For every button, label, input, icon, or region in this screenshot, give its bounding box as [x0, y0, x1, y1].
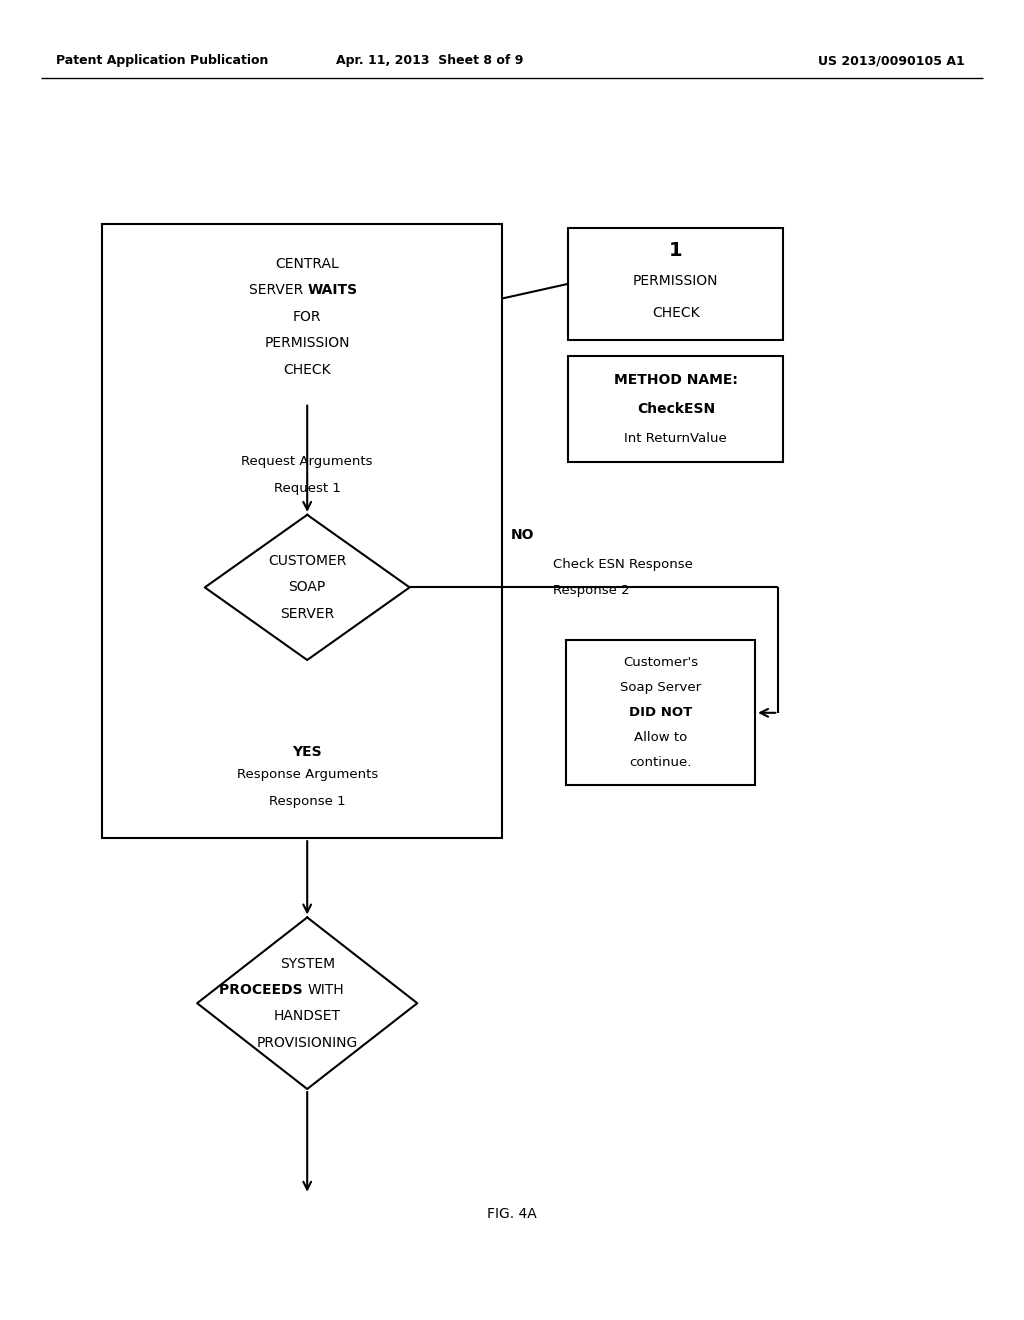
Text: NO: NO [511, 528, 534, 541]
Text: PROVISIONING: PROVISIONING [257, 1036, 357, 1049]
Text: FOR: FOR [293, 310, 322, 323]
Text: Request Arguments: Request Arguments [242, 455, 373, 469]
Bar [195, 231, 420, 403]
Text: CENTRAL: CENTRAL [275, 257, 339, 271]
Text: Customer's: Customer's [623, 656, 698, 669]
Text: Check ESN Response: Check ESN Response [553, 558, 693, 572]
Text: CHECK: CHECK [652, 306, 699, 319]
Text: CUSTOMER: CUSTOMER [268, 554, 346, 568]
Text: 1: 1 [669, 242, 683, 260]
Text: Allow to: Allow to [634, 731, 687, 744]
Text: Response 1: Response 1 [269, 795, 345, 808]
Text: Patent Application Publication: Patent Application Publication [56, 54, 268, 67]
Bar [568, 227, 783, 339]
Text: METHOD NAME:: METHOD NAME: [614, 374, 737, 387]
Text: PERMISSION: PERMISSION [633, 275, 719, 288]
Text: Response 2: Response 2 [553, 583, 630, 597]
Text: CHECK: CHECK [284, 363, 331, 376]
Text: Soap Server: Soap Server [620, 681, 701, 694]
Bar [102, 224, 502, 838]
Bar [568, 356, 783, 462]
Text: PERMISSION: PERMISSION [264, 337, 350, 350]
Text: SYSTEM: SYSTEM [280, 957, 335, 970]
Text: DID NOT: DID NOT [629, 706, 692, 719]
Bar [565, 640, 756, 785]
Text: SERVER: SERVER [281, 607, 334, 620]
Text: WAITS: WAITS [307, 284, 357, 297]
Text: US 2013/0090105 A1: US 2013/0090105 A1 [817, 54, 965, 67]
Text: WITH: WITH [307, 983, 344, 997]
Text: continue.: continue. [630, 756, 691, 770]
Text: Apr. 11, 2013  Sheet 8 of 9: Apr. 11, 2013 Sheet 8 of 9 [337, 54, 523, 67]
Text: SERVER: SERVER [249, 284, 307, 297]
Text: SOAP: SOAP [289, 581, 326, 594]
Text: HANDSET: HANDSET [273, 1010, 341, 1023]
Text: FIG. 4A: FIG. 4A [487, 1208, 537, 1221]
Text: Request 1: Request 1 [273, 482, 341, 495]
Text: PROCEEDS: PROCEEDS [219, 983, 307, 997]
Text: Response Arguments: Response Arguments [237, 768, 378, 781]
Text: YES: YES [293, 746, 322, 759]
Text: CheckESN: CheckESN [637, 403, 715, 416]
Text: Int ReturnValue: Int ReturnValue [625, 432, 727, 445]
